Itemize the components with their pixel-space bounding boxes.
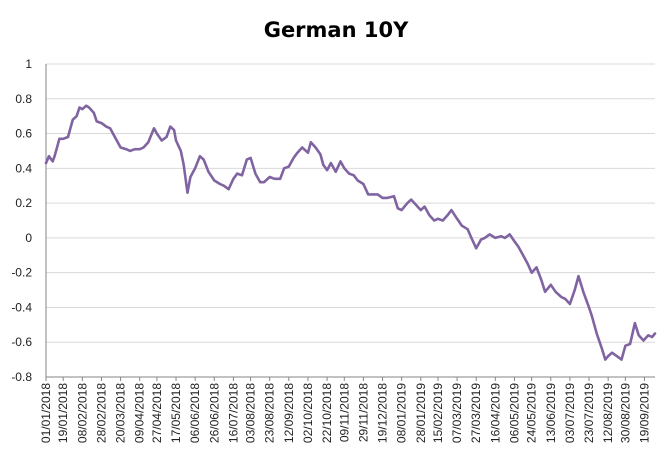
x-tick-label: 16/07/2018 (226, 383, 240, 443)
x-tick-label: 24/05/2019 (525, 383, 539, 443)
x-tick-label: 03/08/2018 (244, 383, 258, 443)
y-tick-label: 0.2 (15, 196, 32, 210)
x-tick-label: 28/01/2019 (414, 383, 428, 443)
x-tick-label: 20/03/2018 (114, 383, 128, 443)
x-tick-label: 06/06/2018 (188, 383, 202, 443)
x-tick-label: 19/12/2018 (376, 383, 390, 443)
y-tick-label: -0.2 (11, 266, 32, 280)
y-tick-label: 0.4 (15, 161, 32, 175)
x-tick-label: 23/08/2018 (263, 383, 277, 443)
y-tick-label: 0.8 (15, 92, 32, 106)
x-tick-label: 06/05/2019 (507, 383, 521, 443)
y-tick-label: -0.4 (11, 300, 32, 314)
x-tick-label: 01/01/2018 (39, 383, 53, 443)
x-tick-label: 08/02/2018 (75, 383, 89, 443)
x-tick-label: 12/08/2019 (601, 383, 615, 443)
chart-title: German 10Y (264, 18, 409, 42)
gridlines (46, 63, 655, 378)
x-tick-label: 02/10/2018 (301, 383, 315, 443)
x-tick-label: 19/01/2018 (56, 383, 70, 443)
x-tick-label: 28/02/2018 (94, 383, 108, 443)
y-tick-label: 0 (25, 231, 32, 245)
x-tick-label: 08/01/2019 (395, 383, 409, 443)
x-tick-label: 17/05/2018 (169, 383, 183, 443)
x-tick-label: 13/06/2019 (544, 383, 558, 443)
x-tick-label: 23/07/2019 (582, 383, 596, 443)
x-tick-label: 30/08/2019 (618, 383, 632, 443)
y-tick-label: 0.6 (15, 127, 32, 141)
x-axis-tick-labels: 01/01/2018 19/01/2018 08/02/2018 28/02/2018… (39, 377, 651, 443)
x-tick-label: 27/03/2019 (469, 383, 483, 443)
y-tick-label: 1 (25, 57, 32, 71)
x-tick-label: 26/06/2018 (207, 383, 221, 443)
y-tick-label: -0.8 (11, 370, 32, 384)
x-tick-label: 12/09/2018 (282, 383, 296, 443)
x-tick-label: 15/02/2019 (431, 383, 445, 443)
x-tick-label: 19/09/2019 (637, 383, 651, 443)
x-tick-label: 09/04/2018 (133, 383, 147, 443)
series-line (44, 104, 657, 361)
x-tick-label: 16/04/2019 (488, 383, 502, 443)
x-tick-label: 09/11/2018 (337, 383, 351, 442)
y-tick-label: -0.6 (11, 335, 32, 349)
x-tick-label: 22/10/2018 (320, 383, 334, 443)
y-axis-tick-labels: 1 0.8 0.6 0.4 0.2 0 -0.2 -0.4 -0.6 -0.8 (11, 57, 32, 384)
x-tick-label: 07/03/2019 (450, 383, 464, 443)
x-tick-label: 27/04/2018 (150, 383, 164, 443)
x-tick-label: 29/11/2018 (356, 383, 370, 442)
x-tick-label: 03/07/2019 (563, 383, 577, 443)
